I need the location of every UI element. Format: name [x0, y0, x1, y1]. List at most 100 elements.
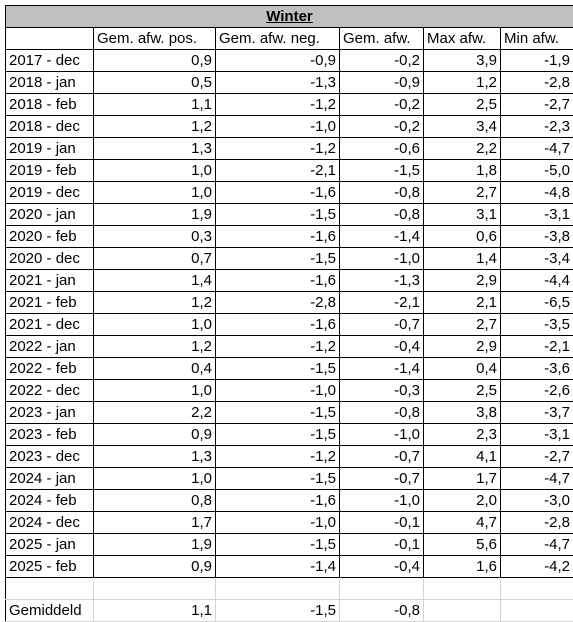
value-cell: 1,6 [424, 556, 501, 578]
footer-value: -0,8 [340, 600, 424, 622]
value-cell: -1,5 [216, 534, 340, 556]
value-cell: 2,9 [424, 270, 501, 292]
row-label: 2017 - dec [6, 50, 94, 72]
value-cell: 2,7 [424, 182, 501, 204]
value-cell: 1,2 [94, 336, 216, 358]
header-cell: Gem. afw. neg. [216, 28, 340, 50]
footer-value: -1,5 [216, 600, 340, 622]
value-cell: -4,7 [501, 138, 573, 160]
value-cell: -1,2 [216, 94, 340, 116]
value-cell: 1,4 [94, 270, 216, 292]
value-cell: -0,2 [340, 116, 424, 138]
row-label: 2024 - feb [6, 490, 94, 512]
value-cell: 4,1 [424, 446, 501, 468]
value-cell: 5,6 [424, 534, 501, 556]
value-cell: -1,5 [216, 248, 340, 270]
row-label: 2018 - feb [6, 94, 94, 116]
value-cell: 2,2 [424, 138, 501, 160]
value-cell: 1,8 [424, 160, 501, 182]
sheet-title: Winter [6, 6, 573, 28]
value-cell: 2,0 [424, 490, 501, 512]
value-cell: -1,2 [216, 138, 340, 160]
value-cell: -0,7 [340, 314, 424, 336]
value-cell: -0,7 [340, 446, 424, 468]
value-cell: 0,5 [94, 72, 216, 94]
value-cell: 1,3 [94, 446, 216, 468]
value-cell: -3,7 [501, 402, 573, 424]
value-cell: -1,3 [216, 72, 340, 94]
value-cell: 2,7 [424, 314, 501, 336]
value-cell: -1,9 [501, 50, 573, 72]
value-cell: -1,3 [340, 270, 424, 292]
value-cell: 1,2 [424, 72, 501, 94]
row-label: 2024 - jan [6, 468, 94, 490]
value-cell: -4,8 [501, 182, 573, 204]
value-cell: 2,9 [424, 336, 501, 358]
value-cell: -0,1 [340, 512, 424, 534]
row-label: 2023 - jan [6, 402, 94, 424]
empty-cell [424, 600, 501, 622]
value-cell: -1,2 [216, 336, 340, 358]
footer-label: Gemiddeld [6, 600, 94, 622]
value-cell: -0,4 [340, 336, 424, 358]
value-cell: -0,3 [340, 380, 424, 402]
value-cell: 0,9 [94, 556, 216, 578]
value-cell: 0,9 [94, 424, 216, 446]
value-cell: -1,6 [216, 226, 340, 248]
value-cell: -1,2 [216, 446, 340, 468]
value-cell: -3,5 [501, 314, 573, 336]
value-cell: 1,4 [424, 248, 501, 270]
row-label: 2019 - feb [6, 160, 94, 182]
row-label: 2020 - jan [6, 204, 94, 226]
row-label: 2018 - dec [6, 116, 94, 138]
row-label: 2025 - jan [6, 534, 94, 556]
value-cell: 2,3 [424, 424, 501, 446]
value-cell: 1,9 [94, 534, 216, 556]
value-cell: -0,9 [216, 50, 340, 72]
header-cell: Gem. afw. pos. [94, 28, 216, 50]
value-cell: -2,1 [501, 336, 573, 358]
value-cell: -1,0 [340, 490, 424, 512]
value-cell: -1,6 [216, 314, 340, 336]
header-cell [6, 28, 94, 50]
empty-cell [501, 578, 573, 600]
value-cell: 2,2 [94, 402, 216, 424]
header-cell: Min afw. [501, 28, 573, 50]
value-cell: 0,4 [94, 358, 216, 380]
value-cell: 0,8 [94, 490, 216, 512]
value-cell: -1,6 [216, 270, 340, 292]
row-label: 2022 - feb [6, 358, 94, 380]
value-cell: 0,9 [94, 50, 216, 72]
value-cell: -2,8 [501, 512, 573, 534]
value-cell: -1,6 [216, 490, 340, 512]
value-cell: -1,4 [340, 358, 424, 380]
value-cell: -1,5 [216, 204, 340, 226]
value-cell: -1,5 [216, 468, 340, 490]
value-cell: -6,5 [501, 292, 573, 314]
empty-cell [424, 578, 501, 600]
header-cell: Max afw. [424, 28, 501, 50]
value-cell: -0,9 [340, 72, 424, 94]
value-cell: -2,7 [501, 446, 573, 468]
value-cell: -0,8 [340, 402, 424, 424]
value-cell: -0,2 [340, 94, 424, 116]
value-cell: -1,4 [216, 556, 340, 578]
value-cell: -1,4 [340, 226, 424, 248]
